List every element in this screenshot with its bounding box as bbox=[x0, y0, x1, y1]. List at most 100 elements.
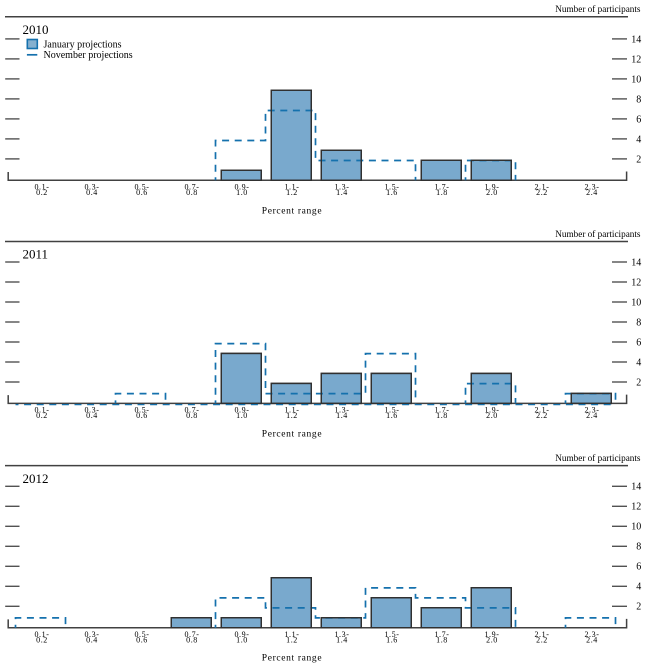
svg-text:0.3-: 0.3- bbox=[84, 406, 99, 415]
svg-text:0.2: 0.2 bbox=[36, 411, 48, 420]
svg-text:2.4: 2.4 bbox=[586, 635, 598, 644]
svg-text:0.6: 0.6 bbox=[136, 188, 148, 197]
svg-text:0.1-: 0.1- bbox=[34, 183, 49, 192]
svg-text:1.2: 1.2 bbox=[286, 635, 298, 644]
svg-text:1.7-: 1.7- bbox=[434, 406, 449, 415]
svg-text:1.8: 1.8 bbox=[436, 411, 448, 420]
svg-text:1.2: 1.2 bbox=[286, 188, 298, 197]
svg-text:Number of participants: Number of participants bbox=[555, 229, 641, 239]
svg-text:1.1-: 1.1- bbox=[284, 406, 299, 415]
svg-text:0.3-: 0.3- bbox=[84, 183, 99, 192]
svg-text:1.0: 1.0 bbox=[236, 411, 248, 420]
svg-text:14: 14 bbox=[631, 34, 641, 45]
svg-text:0.4: 0.4 bbox=[86, 411, 98, 420]
svg-text:6: 6 bbox=[636, 114, 641, 125]
svg-text:1.4: 1.4 bbox=[336, 635, 348, 644]
svg-text:8: 8 bbox=[636, 542, 641, 553]
svg-text:14: 14 bbox=[631, 257, 641, 268]
svg-text:0.9-: 0.9- bbox=[234, 630, 249, 639]
svg-text:2012: 2012 bbox=[23, 471, 49, 486]
svg-text:12: 12 bbox=[631, 54, 641, 65]
svg-text:0.8: 0.8 bbox=[186, 188, 198, 197]
svg-text:2010: 2010 bbox=[23, 22, 49, 37]
svg-text:January projections: January projections bbox=[44, 39, 122, 50]
svg-text:Number of participants: Number of participants bbox=[555, 453, 641, 463]
svg-text:1.8: 1.8 bbox=[436, 188, 448, 197]
svg-text:0.7-: 0.7- bbox=[184, 406, 199, 415]
svg-text:2: 2 bbox=[636, 377, 641, 388]
svg-text:1.7-: 1.7- bbox=[434, 183, 449, 192]
svg-text:0.9-: 0.9- bbox=[234, 406, 249, 415]
svg-text:1.5-: 1.5- bbox=[384, 630, 399, 639]
svg-text:10: 10 bbox=[631, 522, 641, 533]
svg-text:Number of participants: Number of participants bbox=[555, 4, 641, 14]
svg-text:8: 8 bbox=[636, 94, 641, 105]
svg-text:1.0: 1.0 bbox=[236, 635, 248, 644]
svg-text:2.0: 2.0 bbox=[486, 635, 498, 644]
svg-text:1.2: 1.2 bbox=[286, 411, 298, 420]
svg-text:2: 2 bbox=[636, 602, 641, 613]
svg-text:0.4: 0.4 bbox=[86, 635, 98, 644]
svg-text:1.3-: 1.3- bbox=[334, 406, 349, 415]
svg-text:1.9-: 1.9- bbox=[484, 183, 499, 192]
svg-text:14: 14 bbox=[631, 482, 641, 493]
svg-text:4: 4 bbox=[636, 357, 641, 368]
svg-text:1.3-: 1.3- bbox=[334, 183, 349, 192]
svg-text:2.4: 2.4 bbox=[586, 188, 598, 197]
svg-text:12: 12 bbox=[631, 277, 641, 288]
svg-text:November projections: November projections bbox=[44, 50, 133, 61]
svg-text:0.6: 0.6 bbox=[136, 635, 148, 644]
svg-text:4: 4 bbox=[636, 582, 641, 593]
svg-text:0.5-: 0.5- bbox=[134, 183, 149, 192]
svg-text:1.4: 1.4 bbox=[336, 188, 348, 197]
svg-text:1.6: 1.6 bbox=[386, 635, 398, 644]
svg-text:6: 6 bbox=[636, 337, 641, 348]
svg-text:0.8: 0.8 bbox=[186, 411, 198, 420]
svg-text:1.1-: 1.1- bbox=[284, 630, 299, 639]
svg-text:6: 6 bbox=[636, 562, 641, 573]
svg-text:2.2: 2.2 bbox=[536, 188, 548, 197]
svg-text:0.5-: 0.5- bbox=[134, 630, 149, 639]
svg-text:2.3-: 2.3- bbox=[584, 406, 599, 415]
svg-text:1.4: 1.4 bbox=[336, 411, 348, 420]
svg-text:2.0: 2.0 bbox=[486, 188, 498, 197]
svg-text:0.3-: 0.3- bbox=[84, 630, 99, 639]
svg-text:1.6: 1.6 bbox=[386, 411, 398, 420]
svg-text:0.1-: 0.1- bbox=[34, 630, 49, 639]
svg-text:Percent range: Percent range bbox=[262, 206, 322, 216]
svg-text:1.1-: 1.1- bbox=[284, 183, 299, 192]
svg-text:Percent range: Percent range bbox=[262, 654, 322, 664]
svg-text:0.9-: 0.9- bbox=[234, 183, 249, 192]
svg-text:1.5-: 1.5- bbox=[384, 183, 399, 192]
svg-text:1.0: 1.0 bbox=[236, 188, 248, 197]
svg-text:8: 8 bbox=[636, 317, 641, 328]
svg-text:10: 10 bbox=[631, 74, 641, 85]
svg-text:2.3-: 2.3- bbox=[584, 630, 599, 639]
svg-text:0.2: 0.2 bbox=[36, 188, 48, 197]
svg-text:2: 2 bbox=[636, 154, 641, 165]
svg-text:0.7-: 0.7- bbox=[184, 183, 199, 192]
svg-text:2.0: 2.0 bbox=[486, 411, 498, 420]
svg-text:1.3-: 1.3- bbox=[334, 630, 349, 639]
svg-text:2.1-: 2.1- bbox=[534, 183, 549, 192]
svg-text:0.4: 0.4 bbox=[86, 188, 98, 197]
svg-text:0.1-: 0.1- bbox=[34, 406, 49, 415]
svg-text:2.4: 2.4 bbox=[586, 411, 598, 420]
svg-text:12: 12 bbox=[631, 502, 641, 513]
svg-text:2.1-: 2.1- bbox=[534, 630, 549, 639]
svg-text:1.9-: 1.9- bbox=[484, 406, 499, 415]
svg-text:0.2: 0.2 bbox=[36, 635, 48, 644]
svg-text:Percent range: Percent range bbox=[262, 429, 322, 439]
svg-text:0.5-: 0.5- bbox=[134, 406, 149, 415]
svg-text:2011: 2011 bbox=[23, 247, 49, 262]
svg-text:2.2: 2.2 bbox=[536, 411, 548, 420]
svg-text:4: 4 bbox=[636, 134, 641, 145]
svg-text:2.2: 2.2 bbox=[536, 635, 548, 644]
svg-text:10: 10 bbox=[631, 297, 641, 308]
svg-text:2.3-: 2.3- bbox=[584, 183, 599, 192]
svg-text:0.8: 0.8 bbox=[186, 635, 198, 644]
svg-text:2.1-: 2.1- bbox=[534, 406, 549, 415]
svg-text:1.5-: 1.5- bbox=[384, 406, 399, 415]
svg-text:0.7-: 0.7- bbox=[184, 630, 199, 639]
svg-text:1.7-: 1.7- bbox=[434, 630, 449, 639]
